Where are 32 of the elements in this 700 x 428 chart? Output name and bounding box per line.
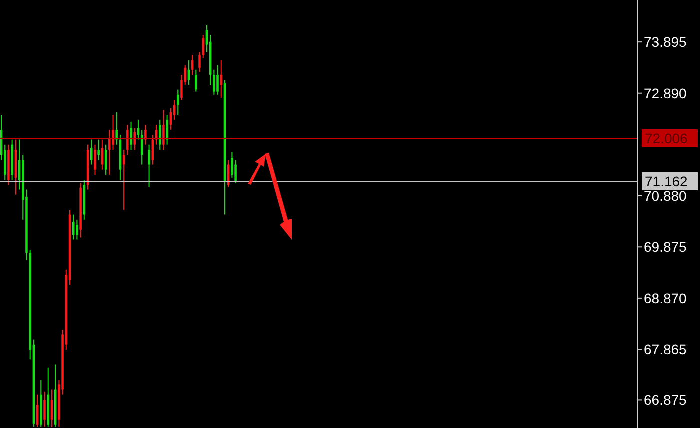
y-tick-label: 72.890	[644, 85, 688, 102]
candlestick	[98, 139, 100, 161]
candlestick	[166, 114, 168, 146]
candlestick	[191, 54, 194, 76]
candlestick	[116, 112, 118, 146]
candlestick	[202, 34, 204, 59]
y-tick-label: 70.880	[644, 188, 688, 204]
y-tick-label: 67.865	[644, 342, 688, 358]
candlestick	[126, 124, 129, 156]
candlestick	[234, 160, 237, 184]
candlestick	[195, 69, 198, 92]
candlestick	[162, 110, 165, 150]
candlestick	[44, 391, 46, 428]
candlestick	[231, 152, 234, 179]
candlestick	[112, 114, 114, 150]
candlestick	[130, 121, 132, 150]
ref-line-label: 72.006	[645, 130, 688, 146]
candlestick	[148, 144, 150, 188]
candlestick	[76, 219, 78, 240]
candlestick	[213, 69, 216, 96]
candlestick	[216, 64, 219, 96]
candlestick	[198, 52, 201, 72]
candlestick	[94, 144, 96, 176]
candlestick	[134, 128, 136, 150]
candlestick	[170, 108, 172, 131]
ref-line-label: 71.162	[645, 174, 688, 190]
candlestick	[122, 149, 126, 211]
y-tick-label: 69.875	[644, 239, 688, 256]
candlestick	[144, 124, 147, 146]
y-tick-label: 68.870	[644, 290, 688, 306]
y-tick-label: 73.895	[644, 34, 688, 50]
y-tick-label: 66.875	[644, 392, 688, 408]
